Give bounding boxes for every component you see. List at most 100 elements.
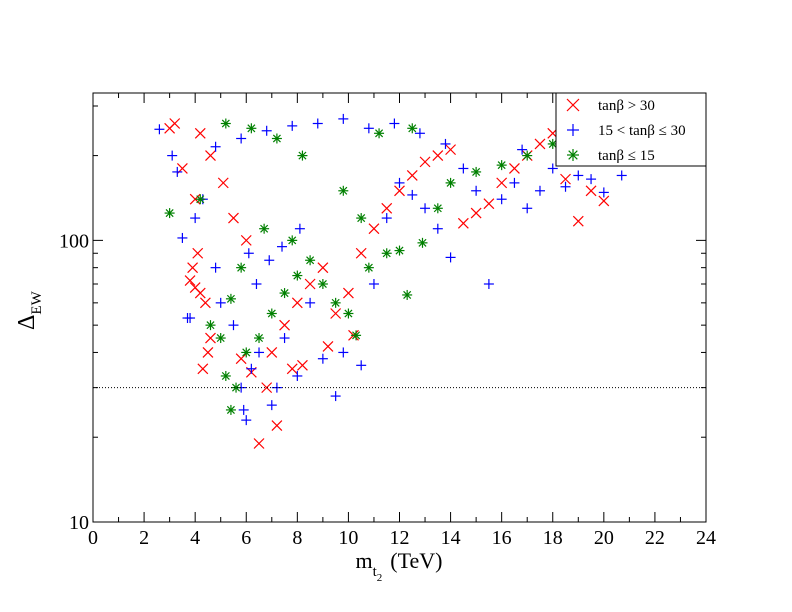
x-tick-label: 8: [292, 527, 302, 549]
data-point-series-0: [496, 177, 508, 189]
data-point-series-2-stroke: [242, 348, 251, 357]
data-point-series-2-stroke: [260, 224, 269, 233]
data-point-series-2: [225, 404, 236, 415]
legend-marker-2-stroke: [568, 150, 578, 160]
data-point-series-1: [210, 262, 221, 273]
data-markers: [154, 113, 627, 449]
data-point-series-1: [458, 163, 469, 174]
data-point-series-1: [238, 404, 249, 415]
data-point-series-0: [572, 215, 584, 227]
data-point-series-2-stroke: [221, 119, 230, 128]
data-point-series-0-stroke: [457, 217, 469, 229]
data-point-series-1: [305, 297, 316, 308]
data-point-series-1: [483, 278, 494, 289]
data-point-series-0: [199, 297, 211, 309]
data-point-series-0: [279, 319, 290, 331]
data-point-series-2-stroke: [523, 151, 532, 160]
data-point-series-2: [231, 382, 242, 393]
data-point-series-0-stroke: [394, 185, 405, 197]
data-point-series-2-stroke: [357, 214, 366, 223]
data-point-series-0-stroke: [381, 202, 393, 214]
data-point-series-0: [164, 122, 176, 134]
data-point-series-0-stroke: [368, 223, 380, 235]
legend: tanβ > 30 15 < tanβ ≤ 30 tanβ ≤ 15: [555, 92, 707, 167]
data-point-series-0-stroke: [192, 247, 204, 259]
data-point-series-2-stroke: [472, 167, 481, 176]
data-point-series-0: [394, 185, 405, 197]
y-axis-title: ΔEW: [14, 290, 45, 330]
x-axis-title-main: m: [355, 548, 372, 573]
x-tick-label: 18: [543, 527, 563, 549]
data-point-series-0: [534, 138, 546, 150]
x-tick-label: 14: [441, 527, 461, 549]
x-tick-label: 6: [241, 527, 251, 549]
data-point-series-2-stroke: [165, 209, 174, 218]
data-point-series-0-stroke: [205, 150, 216, 162]
data-point-series-2-stroke: [247, 124, 256, 133]
data-point-series-2: [338, 185, 349, 196]
x-tick-label: 2: [139, 527, 149, 549]
data-point-series-0: [240, 234, 252, 246]
data-point-series-1: [381, 213, 392, 224]
data-point-series-1: [241, 415, 252, 426]
data-point-series-2-stroke: [352, 331, 361, 340]
data-point-series-0-stroke: [266, 347, 278, 358]
data-point-series-0-stroke: [240, 234, 252, 246]
data-point-series-2: [417, 237, 428, 248]
data-point-series-0: [297, 359, 308, 371]
data-point-series-1: [246, 363, 257, 374]
data-point-series-0-stroke: [261, 382, 273, 394]
data-point-series-1: [432, 223, 443, 234]
data-point-series-2-stroke: [395, 246, 404, 255]
data-point-series-1: [394, 177, 405, 188]
data-point-series-2-stroke: [298, 151, 307, 160]
data-point-series-0: [205, 332, 216, 344]
x-tick-label: 24: [696, 527, 716, 549]
data-point-series-1: [573, 170, 584, 181]
data-point-series-2: [279, 288, 290, 299]
data-point-series-0-stroke: [202, 347, 214, 358]
data-point-series-1: [338, 113, 349, 124]
data-point-series-0-stroke: [271, 420, 283, 431]
data-point-series-2-stroke: [216, 334, 225, 343]
data-point-series-2-stroke: [331, 298, 340, 307]
data-point-series-0: [197, 363, 209, 375]
data-point-series-1: [420, 203, 431, 214]
data-point-series-0: [194, 127, 206, 139]
data-point-series-0: [342, 287, 354, 299]
data-point-series-0: [235, 353, 247, 365]
data-point-series-0: [457, 217, 469, 229]
x-axis-title-subsub: 2: [377, 572, 383, 584]
data-point-series-0: [322, 341, 334, 352]
data-point-series-1: [445, 252, 456, 263]
data-point-series-1: [517, 144, 528, 155]
data-point-series-2: [215, 333, 226, 344]
data-point-series-2: [363, 262, 374, 273]
data-point-series-0-stroke: [317, 262, 329, 274]
data-point-series-0-stroke: [496, 177, 508, 189]
x-tick-label: 22: [645, 527, 665, 549]
data-point-series-1: [338, 347, 349, 358]
data-point-series-0-stroke: [304, 278, 316, 290]
x-tick-label: 4: [190, 527, 200, 549]
data-point-series-1: [522, 203, 533, 214]
data-point-series-0: [470, 207, 482, 219]
data-point-series-2-stroke: [288, 236, 297, 245]
data-point-series-1: [363, 123, 374, 134]
data-point-series-0: [598, 195, 610, 207]
data-point-series-0: [355, 247, 367, 259]
data-point-series-2: [394, 245, 405, 256]
legend-marker-1: [567, 124, 579, 136]
data-point-series-0-stroke: [534, 138, 546, 150]
data-point-series-1: [251, 278, 262, 289]
x-axis-title: mt2 (TeV): [355, 548, 442, 584]
data-point-series-2-stroke: [339, 186, 348, 195]
data-point-series-2: [305, 255, 316, 266]
data-point-series-0: [317, 262, 329, 274]
data-point-series-0: [194, 287, 206, 299]
data-point-series-0-stroke: [342, 287, 354, 299]
data-point-series-2-stroke: [237, 263, 246, 272]
legend-label-2: tanβ ≤ 15: [598, 148, 655, 164]
data-point-series-2: [246, 123, 257, 134]
data-point-series-1: [266, 400, 277, 411]
